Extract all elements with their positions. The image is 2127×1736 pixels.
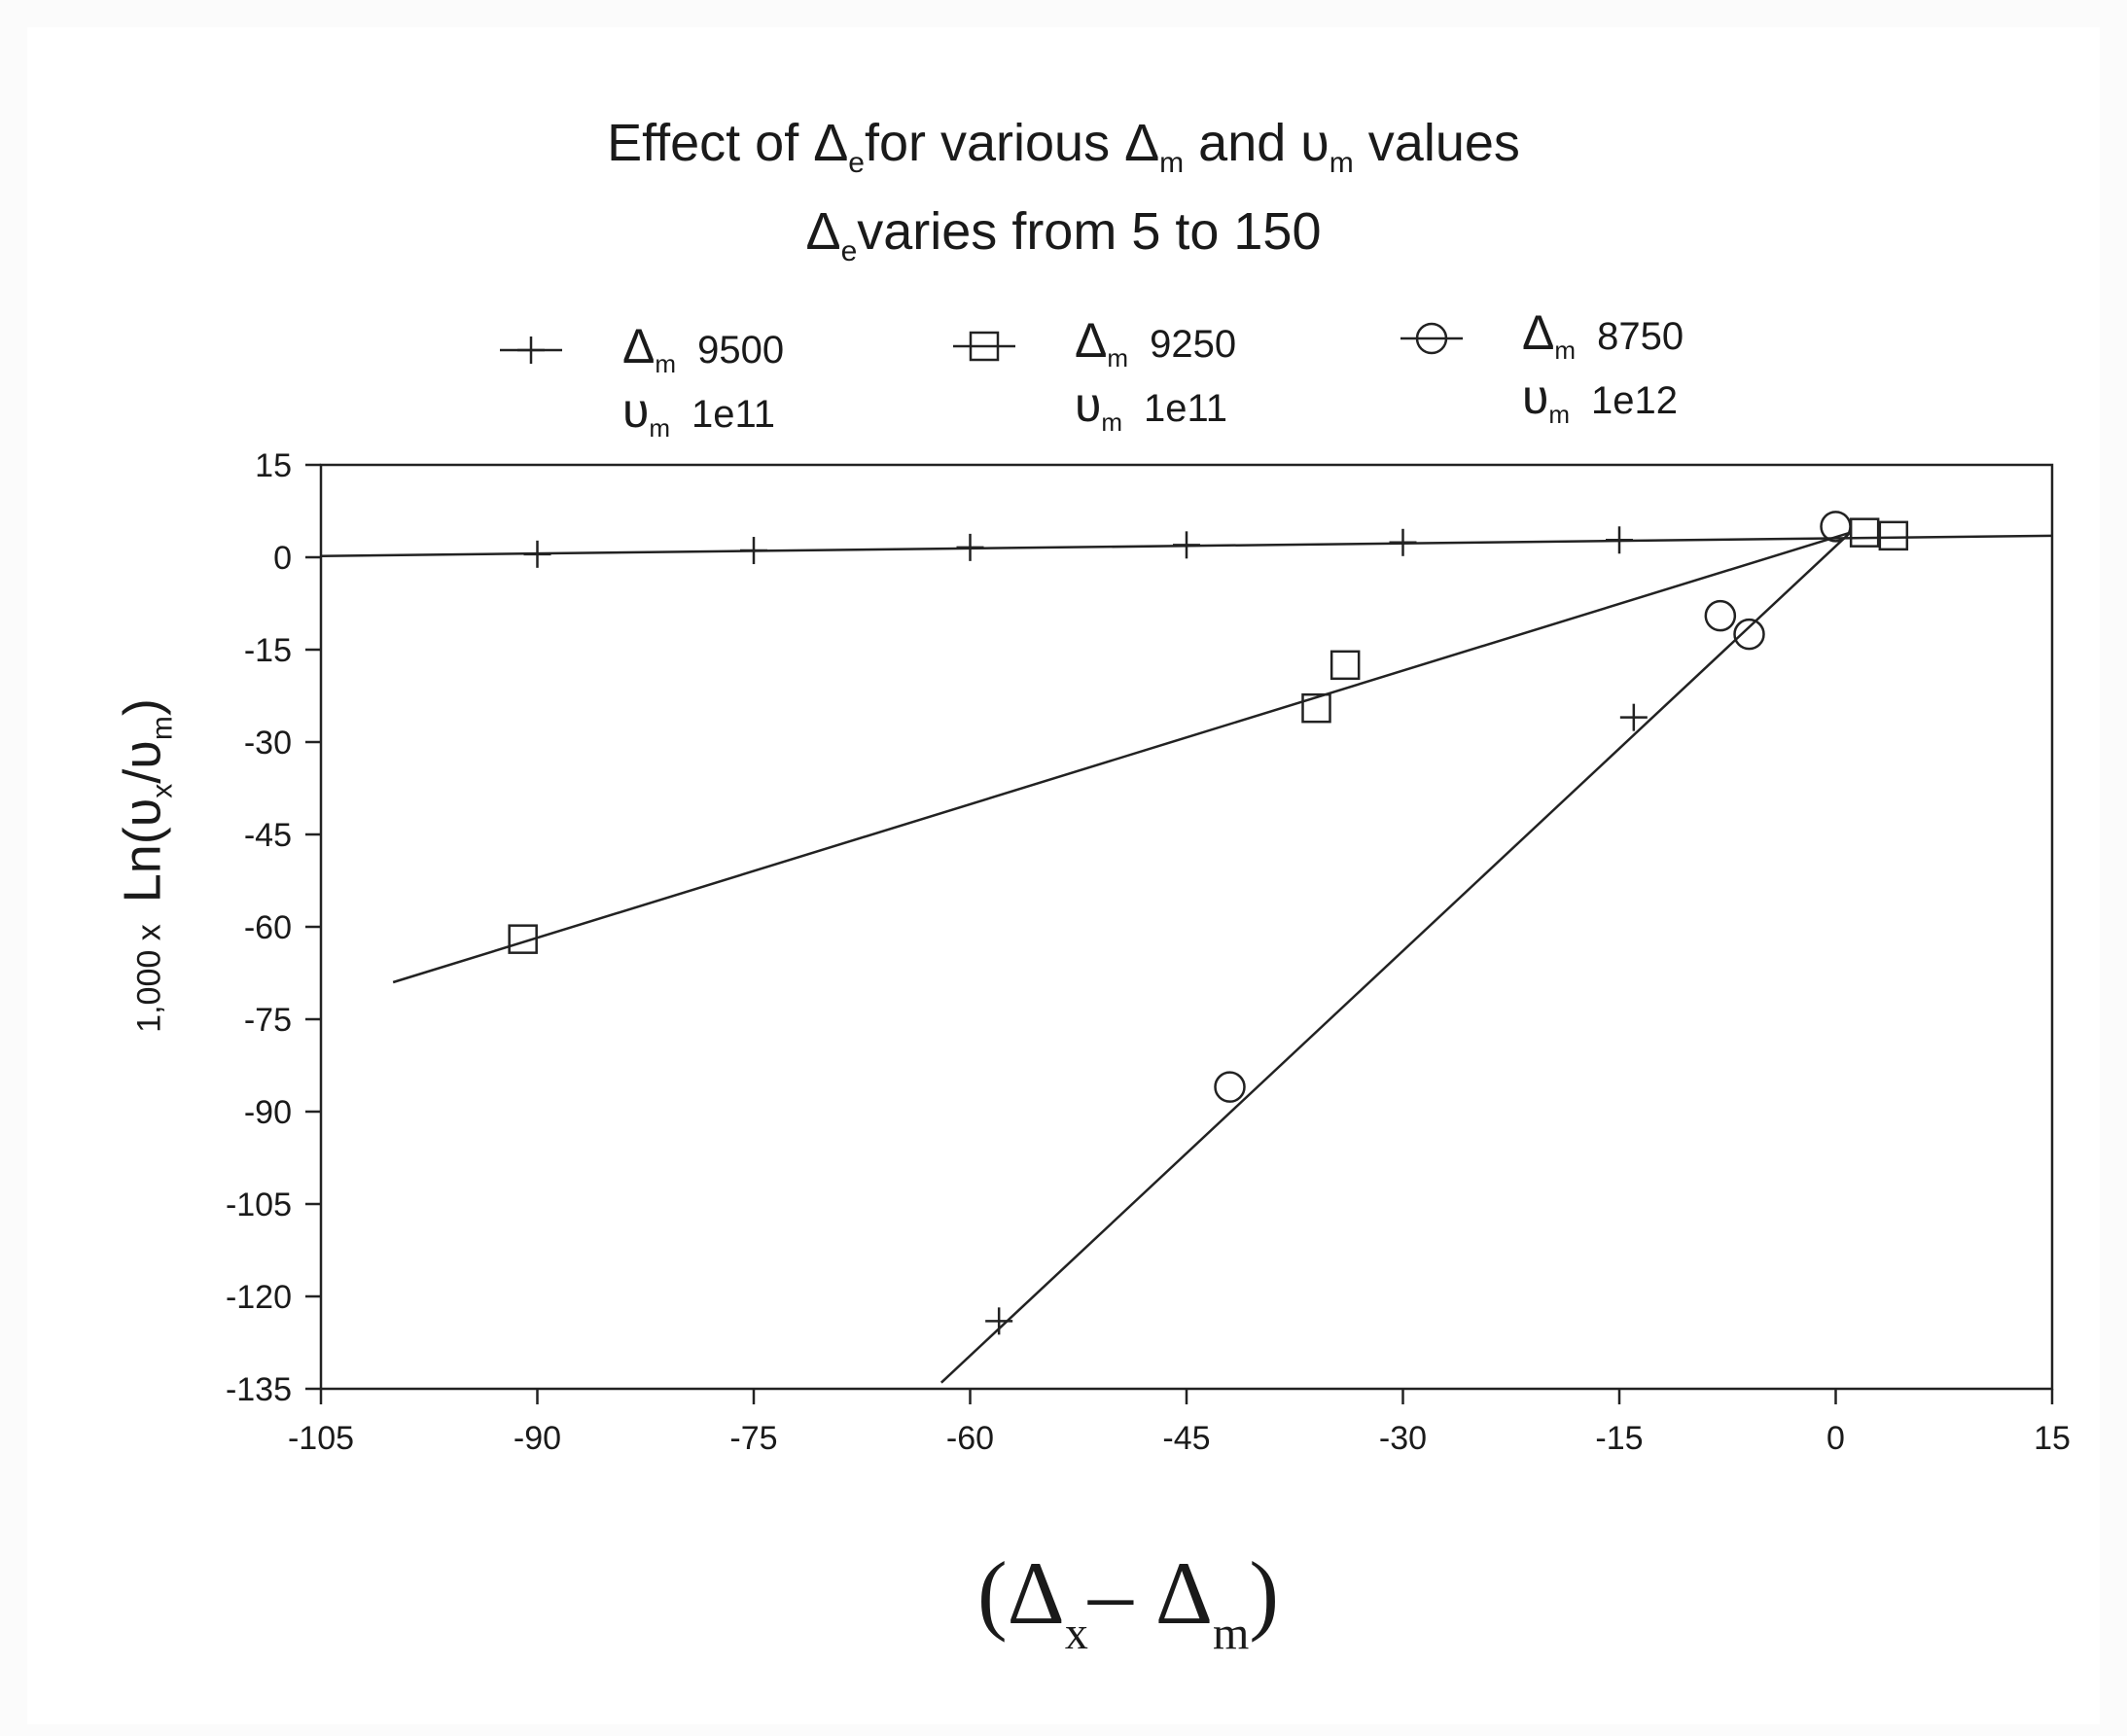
series-3-point — [1214, 1071, 1246, 1103]
x-label-subscript: x — [1064, 1608, 1088, 1659]
legend-value: 9250 — [1150, 323, 1237, 366]
x-axis-label: (Δx– Δm) — [0, 1541, 2127, 1660]
series-3-point — [1733, 618, 1765, 651]
title-line-1: Effect of Δefor various Δm and υm values — [0, 109, 2127, 197]
series-3-point — [1820, 511, 1852, 543]
x-tick-label: -105 — [288, 1420, 354, 1457]
x-label-subscript: m — [1213, 1608, 1250, 1659]
series-2-point — [1301, 692, 1331, 724]
x-label-text: ) — [1249, 1543, 1279, 1643]
series-2-point — [1849, 517, 1880, 548]
title-text: varies from 5 to 150 — [857, 202, 1322, 261]
x-tick-label: 15 — [2034, 1420, 2071, 1457]
legend-subscript: m — [1107, 343, 1129, 372]
y-tick-label: -135 — [226, 1371, 292, 1408]
title-text: and — [1184, 114, 1301, 172]
plot-frame — [319, 463, 2054, 1391]
title-symbol: Δ — [1124, 114, 1160, 172]
y-tick-label: -30 — [244, 725, 292, 762]
x-tick-label: -75 — [729, 1420, 777, 1457]
y-tick-label: -105 — [226, 1187, 292, 1223]
legend-symbol: υ — [1075, 377, 1102, 432]
legend-symbol: Δ — [1522, 305, 1555, 360]
legend-value: 9500 — [697, 329, 785, 372]
title-text: for various — [864, 114, 1125, 172]
series-2-line — [392, 531, 1851, 984]
legend-value: 1e11 — [1144, 387, 1228, 430]
title-symbol: υ — [1300, 114, 1329, 172]
y-tick-label: 0 — [273, 540, 292, 577]
x-label-text: – Δ — [1087, 1543, 1213, 1643]
series-2-point — [1329, 650, 1361, 681]
y-tick-label: -90 — [244, 1094, 292, 1131]
legend-value: 8750 — [1597, 315, 1684, 358]
title-subscript: e — [848, 147, 865, 179]
title-subscript: m — [1159, 147, 1185, 179]
title-line-2: Δevaries from 5 to 150 — [0, 197, 2127, 286]
title-symbol: Δ — [813, 114, 849, 172]
series-1-point — [1389, 528, 1417, 556]
legend-1-marker — [517, 337, 545, 364]
legend-2-marker — [969, 331, 1000, 362]
x-tick-label: -90 — [514, 1420, 561, 1457]
legend-subscript: m — [1554, 336, 1577, 365]
legend-value: 1e12 — [1591, 379, 1678, 422]
x-tick-label: -30 — [1379, 1420, 1427, 1457]
legend-entry-2-text: Δm 9250 υm 1e11 — [1075, 316, 1237, 445]
legend-symbol: υ — [1522, 370, 1549, 424]
series-3-line — [939, 531, 1852, 1384]
y-tick-label: -120 — [226, 1279, 292, 1316]
legend-subscript: m — [649, 413, 671, 443]
x-tick-label: 0 — [1826, 1420, 1845, 1457]
series-3-point — [1704, 599, 1737, 632]
title-text: values — [1353, 114, 1520, 172]
y-tick-label: -60 — [244, 909, 292, 946]
legend-subscript: m — [1101, 407, 1123, 437]
title-symbol: Δ — [805, 202, 841, 261]
series-1-point — [1606, 526, 1633, 554]
x-tick-label: -60 — [946, 1420, 994, 1457]
legend-value: 1e11 — [691, 393, 776, 436]
chart-title: Effect of Δefor various Δm and υm values… — [0, 109, 2127, 286]
legend-subscript: m — [1548, 400, 1571, 429]
x-label-text: (Δ — [977, 1543, 1065, 1643]
series-1-point — [740, 537, 767, 565]
y-tick-label: -75 — [244, 1002, 292, 1039]
series-2-point — [1878, 520, 1909, 551]
series-1-point — [1619, 703, 1648, 731]
y-tick-label: -45 — [244, 817, 292, 854]
series-1-point — [523, 540, 551, 568]
title-subscript: m — [1329, 147, 1354, 179]
figure-background — [27, 27, 2100, 1724]
legend-3-marker — [1415, 322, 1448, 355]
y-tick-label: 15 — [255, 447, 292, 484]
legend-subscript: m — [655, 349, 677, 378]
series-1-point — [985, 1307, 1013, 1335]
series-1-point — [956, 533, 984, 561]
series-1-point — [1173, 531, 1200, 559]
title-text: Effect of — [607, 114, 814, 172]
series-2-point — [508, 924, 538, 954]
x-tick-label: -15 — [1595, 1420, 1643, 1457]
y-tick-label: -15 — [244, 632, 292, 669]
legend-entry-3-text: Δm 8750 υm 1e12 — [1522, 308, 1684, 438]
title-subscript: e — [840, 235, 858, 267]
legend-symbol: υ — [622, 383, 650, 438]
legend-entry-1-text: Δm 9500 υm 1e11 — [622, 322, 785, 451]
x-tick-label: -45 — [1162, 1420, 1210, 1457]
legend-symbol: Δ — [622, 319, 656, 373]
legend-symbol: Δ — [1075, 313, 1108, 368]
